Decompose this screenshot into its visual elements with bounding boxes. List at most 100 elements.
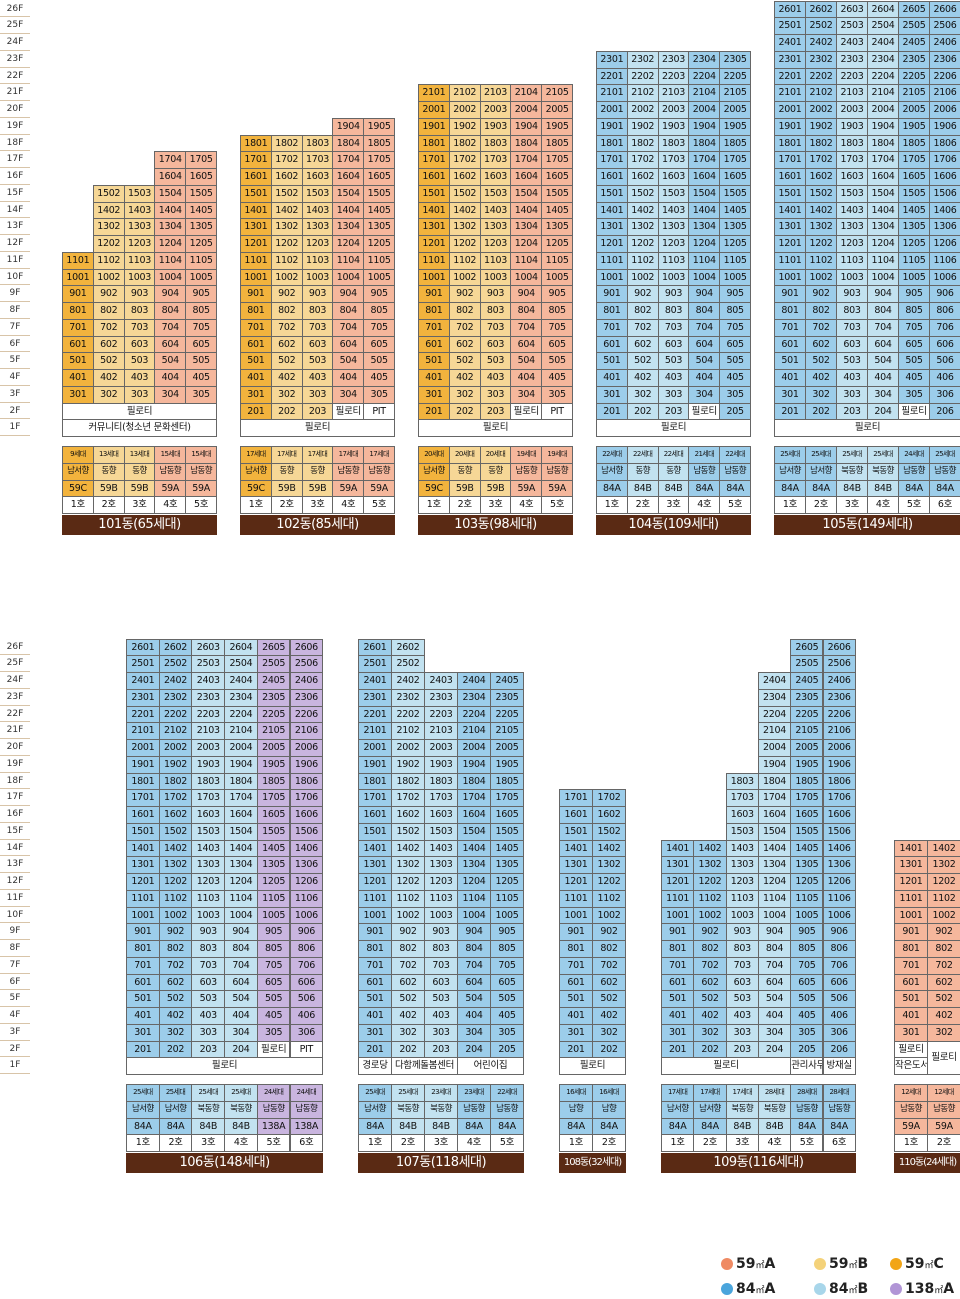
unit-cell[interactable]: 304 (510, 385, 543, 404)
unit-cell[interactable]: 705 (898, 318, 930, 337)
unit-cell[interactable]: 206 (822, 1040, 856, 1059)
unit-cell[interactable]: 504 (224, 990, 258, 1008)
unit-cell[interactable]: 1605 (719, 168, 751, 186)
unit-cell[interactable]: 604 (757, 973, 792, 992)
unit-cell[interactable]: 1204 (332, 235, 365, 253)
unit-cell[interactable]: 2203 (657, 67, 690, 86)
unit-cell[interactable]: 703 (301, 318, 334, 337)
unit-cell[interactable]: 1801 (126, 772, 160, 791)
unit-cell[interactable]: 1304 (867, 218, 899, 236)
unit-cell[interactable]: 1403 (725, 839, 759, 858)
unit-cell[interactable]: 1803 (424, 772, 458, 791)
unit-cell[interactable]: 604 (154, 335, 187, 354)
unit-cell[interactable]: 1801 (774, 134, 806, 153)
unit-cell[interactable]: 1503 (657, 184, 690, 203)
unit-cell[interactable]: 1301 (661, 856, 695, 874)
unit-cell[interactable]: 1005 (490, 906, 524, 925)
unit-cell[interactable]: 2406 (929, 34, 960, 52)
unit-cell[interactable]: 2505 (898, 17, 930, 35)
unit-cell[interactable]: 2006 (822, 739, 856, 757)
unit-cell[interactable]: 901 (418, 285, 450, 303)
unit-cell[interactable]: 1704 (757, 789, 792, 807)
unit-cell[interactable]: 305 (185, 385, 217, 404)
unit-cell[interactable]: 1905 (490, 755, 524, 774)
unit-cell[interactable]: 803 (191, 940, 226, 958)
unit-cell[interactable]: 604 (457, 973, 491, 992)
unit-cell[interactable]: 901 (358, 923, 392, 941)
unit-cell[interactable]: 503 (836, 352, 868, 370)
unit-cell[interactable]: 801 (62, 302, 94, 320)
unit-cell[interactable]: 1904 (457, 755, 491, 774)
unit-cell[interactable]: 602 (270, 335, 303, 354)
unit-cell[interactable]: 1002 (927, 906, 960, 925)
unit-cell[interactable]: 1403 (301, 201, 334, 220)
unit-cell[interactable]: 2504 (867, 17, 899, 35)
unit-cell[interactable]: 1703 (657, 151, 690, 169)
unit-cell[interactable]: 503 (191, 990, 226, 1008)
unit-cell[interactable]: 1505 (541, 184, 573, 203)
unit-cell[interactable]: 403 (836, 369, 868, 387)
unit-cell[interactable]: 1205 (490, 873, 524, 891)
unit-cell[interactable]: 1703 (301, 151, 334, 169)
unit-cell[interactable]: 305 (719, 385, 751, 404)
unit-cell[interactable]: 302 (448, 385, 481, 404)
unit-cell[interactable]: 501 (358, 990, 392, 1008)
unit-cell[interactable]: 1801 (596, 134, 628, 153)
unit-cell[interactable]: 1202 (927, 873, 960, 891)
unit-cell[interactable]: 1102 (927, 889, 960, 908)
unit-cell[interactable]: 704 (154, 318, 187, 337)
unit-cell[interactable]: 303 (191, 1023, 226, 1042)
unit-cell[interactable]: 1101 (126, 889, 160, 908)
unit-cell[interactable]: 1001 (894, 906, 928, 925)
unit-cell[interactable]: 605 (541, 335, 573, 354)
unit-cell[interactable]: 1002 (626, 268, 659, 287)
unit-cell[interactable]: 1105 (185, 251, 217, 270)
unit-cell[interactable]: 503 (657, 352, 690, 370)
unit-cell[interactable]: 903 (191, 923, 226, 941)
unit-cell[interactable]: 501 (418, 352, 450, 370)
unit-cell[interactable]: 702 (927, 956, 960, 975)
unit-cell[interactable]: 804 (510, 302, 543, 320)
unit-cell[interactable]: 1303 (123, 218, 156, 236)
unit-cell[interactable]: 2004 (510, 101, 543, 119)
unit-cell[interactable]: 1003 (301, 268, 334, 287)
unit-cell[interactable]: 902 (92, 285, 125, 303)
unit-cell[interactable]: 1606 (289, 806, 324, 824)
unit-cell[interactable]: 1403 (836, 201, 868, 220)
unit-cell[interactable]: 2003 (836, 101, 868, 119)
unit-cell[interactable]: 1401 (774, 201, 806, 220)
unit-cell[interactable]: 901 (62, 285, 94, 303)
unit-cell[interactable]: 502 (805, 352, 837, 370)
unit-cell[interactable]: 605 (363, 335, 395, 354)
unit-cell[interactable]: 1401 (661, 839, 695, 858)
unit-cell[interactable]: 2006 (929, 101, 960, 119)
unit-cell[interactable]: 1303 (424, 856, 458, 874)
unit-cell[interactable]: 1101 (894, 889, 928, 908)
unit-cell[interactable]: 903 (301, 285, 334, 303)
unit-cell[interactable]: 1402 (927, 839, 960, 858)
unit-cell[interactable]: 805 (790, 940, 824, 958)
unit-cell[interactable]: 1604 (757, 806, 792, 824)
unit-cell[interactable]: 2105 (719, 84, 751, 102)
unit-cell[interactable]: 801 (418, 302, 450, 320)
unit-cell[interactable]: 301 (774, 385, 806, 404)
unit-cell[interactable]: 1903 (424, 755, 458, 774)
unit-cell[interactable]: 1702 (626, 151, 659, 169)
unit-cell[interactable]: 2201 (126, 705, 160, 724)
unit-cell[interactable]: 303 (424, 1023, 458, 1042)
unit-cell[interactable]: 1304 (154, 218, 187, 236)
unit-cell[interactable]: 905 (490, 923, 524, 941)
unit-cell[interactable]: 2106 (822, 722, 856, 740)
unit-cell[interactable]: 1305 (490, 856, 524, 874)
unit-cell[interactable]: 802 (805, 302, 837, 320)
unit-cell[interactable]: 203 (657, 402, 690, 421)
unit-cell[interactable]: 204 (757, 1040, 792, 1059)
unit-cell[interactable]: 301 (358, 1023, 392, 1042)
unit-cell[interactable]: 1201 (126, 873, 160, 891)
unit-cell[interactable]: 2004 (457, 739, 491, 757)
unit-cell[interactable]: 904 (154, 285, 187, 303)
unit-cell[interactable]: 904 (757, 923, 792, 941)
unit-cell[interactable]: 303 (725, 1023, 759, 1042)
unit-cell[interactable]: 1702 (805, 151, 837, 169)
unit-cell[interactable]: 2301 (774, 50, 806, 69)
